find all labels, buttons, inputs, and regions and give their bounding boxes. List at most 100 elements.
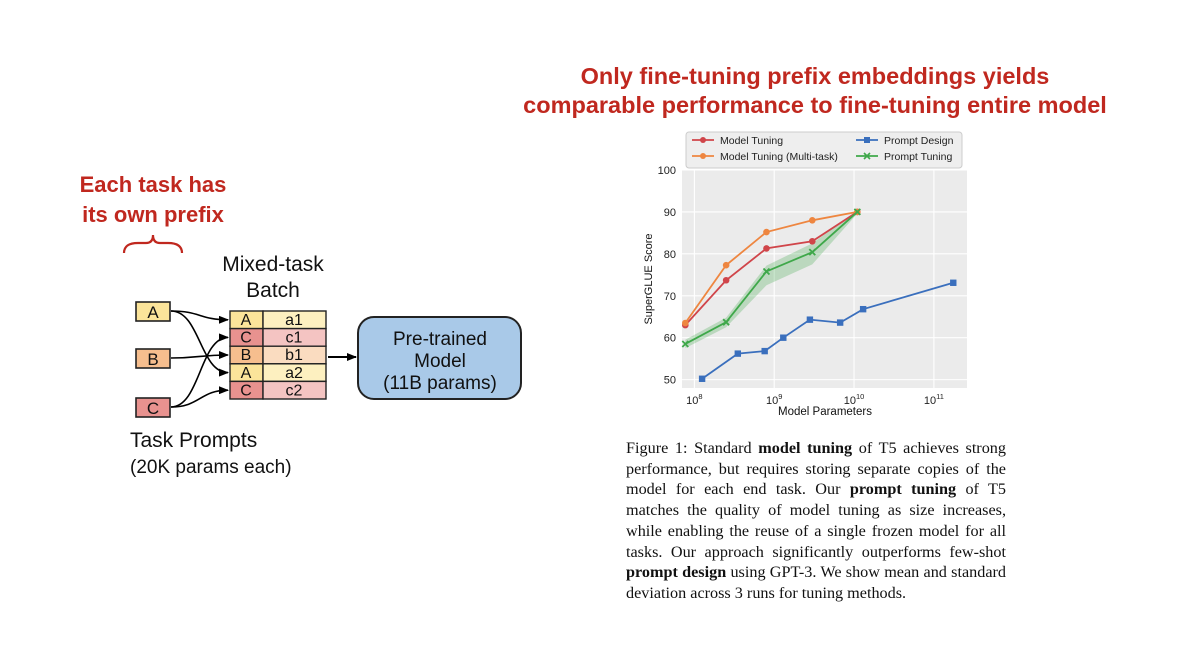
model-label-line-2: Model	[414, 351, 466, 372]
data-point	[763, 228, 770, 236]
model-label-line-3: (11B params)	[383, 373, 497, 394]
chart-std-bands	[685, 210, 858, 349]
data-point	[836, 319, 844, 326]
data-point	[681, 340, 689, 348]
routing-arrow	[170, 310, 229, 377]
batch-input-label: c1	[286, 330, 303, 347]
std-band	[685, 210, 858, 349]
chart-grid	[682, 169, 967, 388]
task-prompt-boxes: A B C	[135, 301, 171, 418]
legend-label: Model Tuning (Multi-task)	[720, 151, 838, 163]
routing-arrow	[170, 351, 229, 360]
caption-text-0: Figure 1: Standard	[626, 439, 759, 457]
x-axis-label: Model Parameters	[778, 406, 872, 418]
data-point	[780, 334, 787, 341]
routing-arrow	[170, 386, 229, 408]
legend-item: Model Tuning (Multi-task)	[692, 151, 838, 163]
data-point	[698, 375, 706, 382]
batch-prefix-label: B	[241, 347, 252, 364]
legend-item: Model Tuning	[692, 135, 783, 147]
batch-input-label: b1	[285, 347, 303, 364]
batch-input-cell	[262, 380, 327, 400]
legend-marker	[700, 137, 706, 143]
data-point	[808, 248, 816, 256]
headline: Only fine-tuning prefix embeddings yield…	[500, 62, 1130, 120]
headline-line-1: Only fine-tuning prefix embeddings yield…	[580, 63, 1050, 89]
y-tick-label: 70	[664, 291, 676, 303]
caption-text-3: using GPT-3. We show mean and standard d…	[626, 563, 1006, 602]
task-prompt-box-b	[135, 348, 171, 369]
task-prompts-params: (20K params each)	[130, 457, 292, 478]
y-tick-label: 50	[664, 375, 676, 387]
y-tick-label: 90	[664, 207, 676, 219]
data-point	[806, 316, 814, 323]
data-point	[853, 208, 861, 216]
legend-marker	[864, 137, 870, 143]
x-tick-labels: 108 109 1010 1011	[686, 392, 944, 407]
chart-series	[681, 208, 957, 382]
x-tick-label: 1011	[924, 392, 944, 407]
task-prompt-label-b: B	[147, 350, 158, 369]
batch-input-label: a1	[285, 312, 303, 329]
pretrained-model-box	[357, 316, 522, 400]
data-point	[722, 261, 730, 269]
data-point	[722, 276, 730, 284]
y-tick-labels: 50 60 70 80 90 100	[658, 165, 676, 387]
batch-input-label: c2	[286, 382, 303, 399]
task-prompt-label-a: A	[147, 303, 159, 322]
data-point	[734, 350, 742, 357]
headline-line-2: comparable performance to fine-tuning en…	[523, 92, 1107, 118]
model-label-line-1: Pre-trained	[393, 329, 487, 350]
caption-bold-prompt-tuning: prompt tuning	[849, 480, 957, 499]
legend-label: Model Tuning	[720, 135, 783, 147]
batch-title-line-2: Batch	[246, 279, 300, 302]
data-point	[682, 319, 689, 327]
data-point	[722, 318, 730, 326]
legend-marker	[863, 152, 871, 160]
prefix-note-line-1: Each task has	[79, 172, 227, 197]
x-tick-label: 109	[766, 392, 782, 407]
curly-brace-icon	[122, 234, 184, 254]
batch-prefix-label: A	[241, 312, 252, 329]
x-tick-label: 108	[686, 392, 702, 407]
legend-marker	[700, 153, 706, 159]
prefix-note-line-2: its own prefix	[82, 202, 224, 227]
data-point	[808, 237, 816, 245]
legend-box	[685, 131, 963, 169]
task-prompt-label-c: C	[147, 399, 159, 418]
legend-label: Prompt Design	[884, 135, 954, 147]
legend-label: Prompt Tuning	[884, 151, 952, 163]
routing-arrow	[170, 333, 229, 408]
batch-prefix-label: A	[241, 365, 252, 382]
batch-prefix-label: C	[240, 382, 252, 399]
routing-arrow	[170, 310, 229, 324]
superglue-chart: 50 60 70 80 90 100 108 109 1010 1011 Model Param…	[643, 131, 967, 418]
caption-bold-prompt-design: prompt design	[626, 563, 727, 582]
task-prompt-box-a	[135, 301, 171, 322]
data-point	[808, 217, 816, 224]
batch-title-line-1: Mixed-task	[222, 253, 324, 276]
x-tick-label: 1010	[844, 392, 865, 407]
batch-prefix-label: C	[240, 330, 252, 347]
data-point	[763, 245, 770, 252]
caption-text-1: of T5 achieves strong performance, but r…	[626, 439, 1006, 499]
routing-arrows	[170, 310, 229, 408]
series-line	[701, 281, 954, 380]
batch-input-label: a2	[285, 365, 303, 382]
prefix-note: Each task has its own prefix	[48, 170, 258, 230]
y-tick-label: 80	[664, 249, 676, 261]
data-point	[950, 279, 957, 286]
chart-legend: Model Tuning Model Tuning (Multi-task) Pro…	[685, 131, 963, 169]
data-point	[762, 267, 771, 276]
series-prompt-design	[698, 279, 957, 382]
task-prompt-box-c	[135, 397, 171, 418]
chart-plot-area	[682, 170, 967, 388]
legend-item: Prompt Design	[856, 135, 954, 147]
y-tick-label: 100	[658, 165, 676, 177]
